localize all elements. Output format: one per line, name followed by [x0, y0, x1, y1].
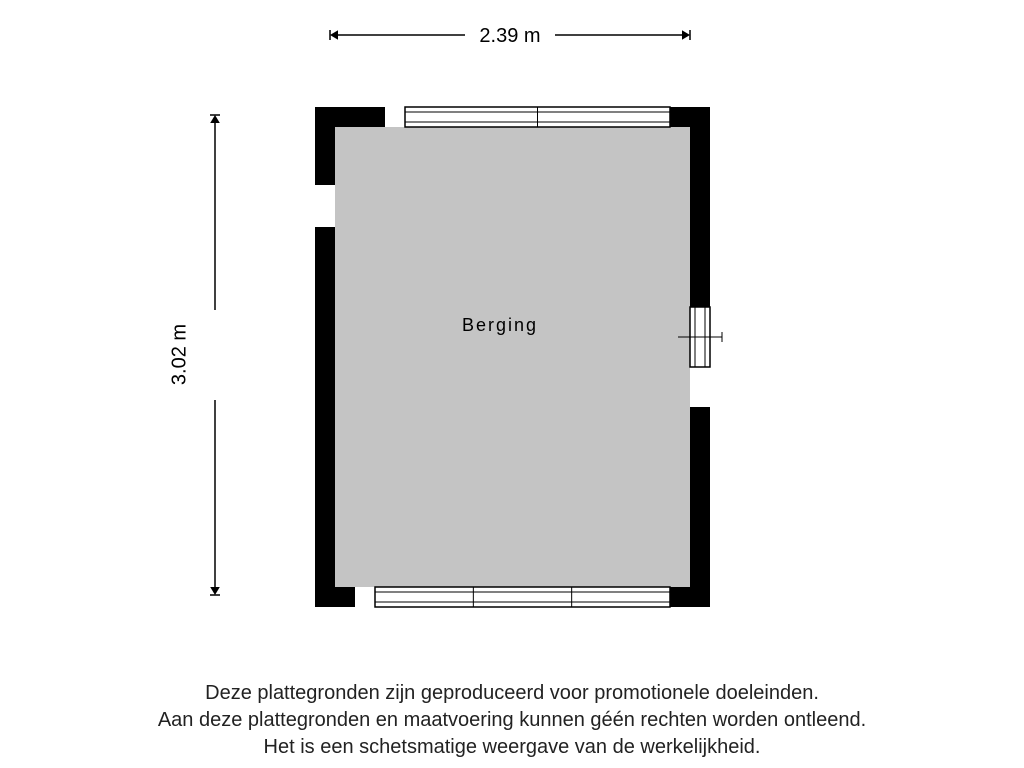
- floorplan-svg: [0, 0, 1024, 768]
- dimension-width-label: 2.39 m: [460, 25, 560, 48]
- disclaimer-line: Deze plattegronden zijn geproduceerd voo…: [205, 682, 819, 704]
- disclaimer-text: Deze plattegronden zijn geproduceerd voo…: [0, 680, 1024, 761]
- floorplan-canvas: Berging 2.39 m 3.02 m Deze plattegronden…: [0, 0, 1024, 768]
- disclaimer-line: Aan deze plattegronden en maatvoering ku…: [158, 709, 866, 731]
- dimension-height-label: 3.02 m: [169, 305, 192, 405]
- room-label: Berging: [450, 315, 550, 336]
- disclaimer-line: Het is een schetsmatige weergave van de …: [264, 736, 761, 758]
